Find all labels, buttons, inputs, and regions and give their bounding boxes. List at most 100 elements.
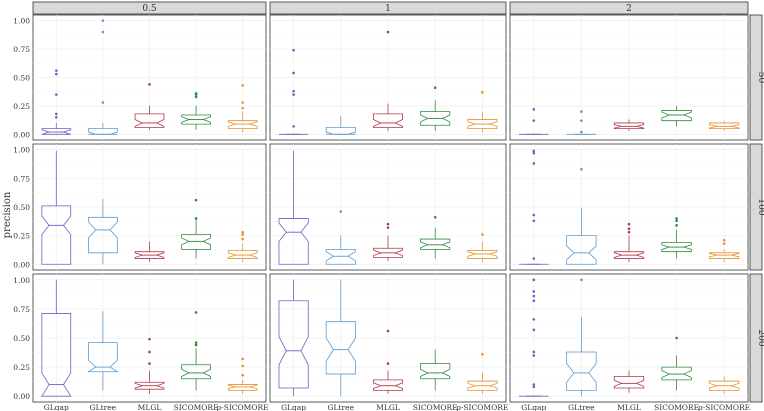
outlier-point [386,329,390,333]
box-body [88,128,118,135]
outlier-point [194,92,198,95]
x-tick-label: MLGL [617,403,641,411]
outlier-point [532,257,536,260]
x-tick-label: MLGL [376,403,400,411]
box-SICOMORE [420,86,451,131]
outlier-point [292,125,295,128]
box-GLgap [519,108,549,135]
box-body [467,119,498,130]
outlier-point [55,69,58,72]
outlier-point [532,385,536,389]
box-MLGL [613,222,645,262]
box-body [181,114,211,125]
outlier-point [148,362,151,365]
outlier-point [722,242,726,245]
box-GLtree [566,167,597,265]
box-body [87,342,119,373]
y-tick-label: 0.25 [13,232,30,241]
x-tick-label: ρ-SICOMORE [456,403,508,411]
box-GLgap [41,279,72,397]
outlier-point [532,383,536,386]
outlier-point [148,83,151,86]
outlier-point [580,278,583,282]
outlier-point [194,217,198,220]
outlier-point [481,352,484,356]
outlier-point [722,238,726,242]
box-body [227,120,258,130]
box-SICOMORE [181,92,211,130]
x-tick-label: GLtree [90,403,117,411]
outlier-point [241,106,244,110]
outlier-point [339,210,343,213]
outlier-point [532,299,536,303]
outlier-point [241,233,244,236]
outlier-point [194,343,198,347]
outlier-point [675,217,678,220]
box-ρ-SICOMORE [467,233,498,262]
facet-panel [32,273,267,403]
outlier-point [532,108,536,111]
box-GLtree [566,110,597,135]
box-GLtree [325,210,356,265]
y-axis-label: precision [2,191,13,238]
outlier-point [627,227,631,231]
row-facet-strips: 50 100 200 [749,14,764,403]
box-ρ-SICOMORE [709,120,740,131]
y-tick-label: 0.50 [13,203,30,212]
box-ρ-SICOMORE [709,238,740,262]
outlier-point [386,30,390,34]
box-MLGL [613,370,645,393]
outlier-point [481,90,484,94]
outlier-point [55,72,58,76]
box-body [709,122,740,130]
box-body [613,376,645,389]
outlier-point [241,357,244,361]
box-GLtree [566,278,597,397]
box-SICOMORE [661,105,692,127]
outlier-point [675,224,678,227]
box-body [420,111,451,126]
box-body [661,110,692,122]
box-ρ-SICOMORE [467,352,498,394]
box-MLGL [134,83,165,130]
box-body [325,248,356,265]
outlier-point [580,110,583,113]
box-body [41,205,72,265]
outlier-point [148,337,151,341]
box-GLgap [519,149,549,265]
box-body [134,251,165,259]
outlier-point [532,294,536,298]
box-GLtree [87,311,119,391]
box-GLgap [41,69,72,135]
box-GLtree [325,279,356,397]
box-ρ-SICOMORE [227,230,258,262]
box-body [613,251,645,259]
column-facet-strips: 0.5 1 2 [32,1,749,15]
outlier-point [532,318,536,321]
x-tick-label: GLgap [521,403,546,411]
outlier-point [532,162,536,165]
box-ρ-SICOMORE [227,357,258,394]
box-SICOMORE [181,311,211,391]
column-strip [509,1,749,15]
box-body [420,363,451,380]
box-body [420,238,451,250]
y-tick-label: 1.00 [13,276,30,285]
box-GLtree [88,19,118,135]
row-strip [749,143,763,271]
row-strip-label: 200 [756,329,764,346]
box-body [372,247,404,258]
y-tick-label: 0.50 [13,334,30,343]
box-ρ-SICOMORE [467,90,498,133]
outlier-point [194,198,198,202]
facet-panel [269,14,507,141]
outlier-point [292,89,295,93]
box-body [278,218,309,265]
outlier-point [532,354,536,357]
facet-panel [509,14,749,141]
outlier-point [55,115,58,119]
x-tick-label: GLgap [44,403,69,411]
box-SICOMORE [181,198,211,259]
